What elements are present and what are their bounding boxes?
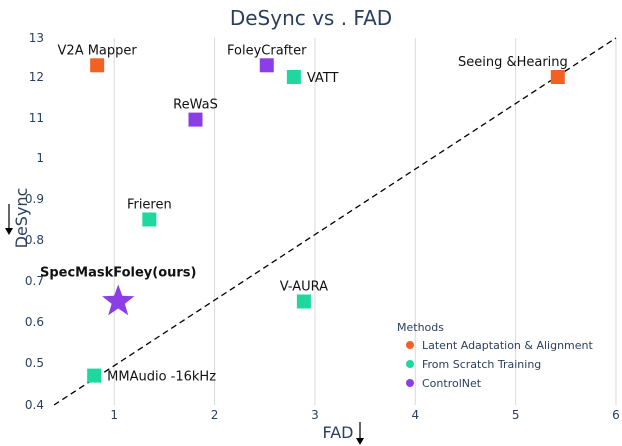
- y-axis-label: DeSync: [12, 188, 31, 249]
- x-tick-label: 2: [211, 408, 219, 422]
- point-label: SpecMaskFoley(ours): [40, 266, 197, 281]
- y-tick-label: 0.6: [25, 315, 44, 329]
- point-label: Frieren: [127, 198, 172, 213]
- point-label: V2A Mapper: [58, 43, 138, 58]
- x-tick-label: 3: [311, 408, 319, 422]
- y-tick-label: 1: [36, 151, 44, 165]
- trend-line-group: [53, 37, 617, 406]
- point-label: VATT: [307, 71, 339, 86]
- x-axis-arrow-icon: [356, 422, 364, 445]
- chart-title: DeSync vs . FAD: [230, 6, 392, 30]
- x-axis-label: FAD: [323, 423, 354, 442]
- point-marker: [259, 58, 274, 73]
- y-tick-label: 0.7: [25, 274, 44, 288]
- point-label: V-AURA: [280, 280, 328, 295]
- point-marker: [87, 368, 102, 383]
- point-marker: [550, 70, 565, 84]
- y-tick-label: 12: [29, 70, 44, 84]
- point-marker: [142, 212, 157, 227]
- y-tick-label: 0.8: [25, 233, 44, 247]
- x-tick-label: 1: [110, 408, 118, 422]
- data-points: [87, 58, 565, 383]
- point-marker: [286, 70, 301, 84]
- legend-title: Methods: [397, 321, 444, 334]
- star-marker: [102, 284, 135, 316]
- legend-marker: [406, 360, 414, 368]
- point-marker: [296, 294, 311, 309]
- point-label: Seeing &Hearing: [458, 55, 568, 70]
- y-axis-arrow-icon: [5, 204, 13, 235]
- legend-entry-label: ControlNet: [422, 377, 482, 390]
- point-marker: [188, 112, 203, 127]
- legend-marker: [406, 341, 414, 349]
- legend-marker: [406, 379, 414, 387]
- legend-entry-label: From Scratch Training: [422, 358, 541, 371]
- x-tick-label: 4: [411, 408, 419, 422]
- point-marker: [90, 58, 105, 73]
- y-tick-label: 0.9: [25, 192, 44, 206]
- trend-line: [53, 37, 617, 406]
- point-label: MMAudio -16kHz: [107, 370, 216, 385]
- x-tick-label: 6: [612, 408, 620, 422]
- y-tick-label: 0.4: [25, 398, 44, 412]
- x-tick-label: 5: [512, 408, 520, 422]
- y-tick-label: 13: [29, 31, 44, 45]
- grid-lines: [113, 38, 617, 405]
- point-labels: V2A Mapper Seeing &Hearing FoleyCrafterVAT…: [40, 43, 568, 384]
- point-label: ReWaS: [173, 98, 218, 113]
- y-tick-label: 0.5: [25, 356, 44, 370]
- y-tick-label: 11: [29, 111, 44, 125]
- legend: Methods Latent Adaptation & Alignment Fro…: [397, 321, 594, 390]
- point-label: FoleyCrafter: [227, 43, 307, 58]
- legend-entry-label: Latent Adaptation & Alignment: [422, 339, 594, 352]
